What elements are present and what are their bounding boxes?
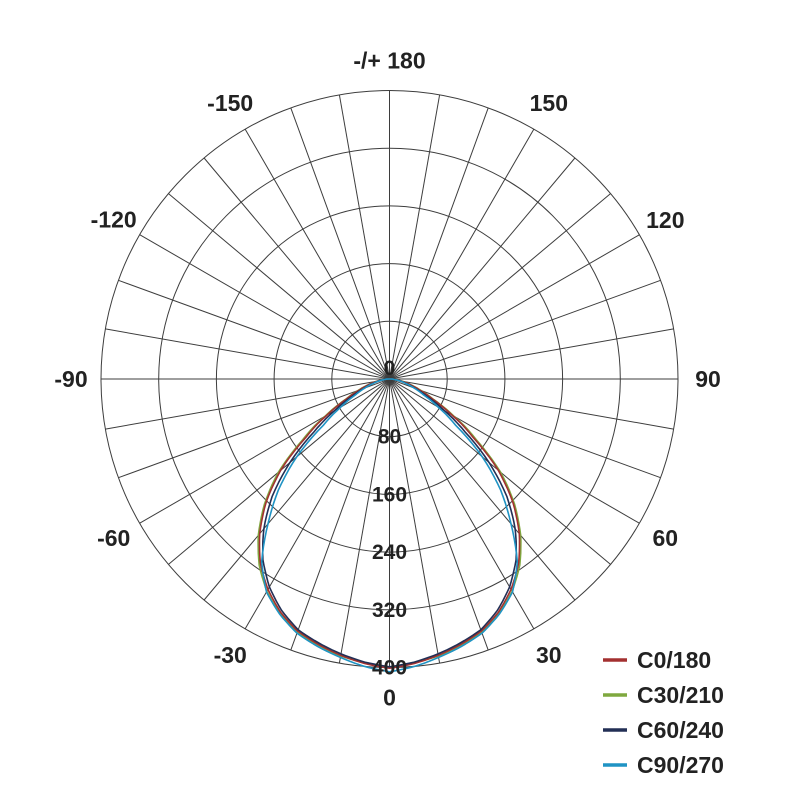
svg-text:C60/240: C60/240 [637,717,724,743]
svg-text:150: 150 [530,90,568,116]
svg-text:90: 90 [695,366,721,392]
svg-text:C30/210: C30/210 [637,682,724,708]
svg-text:60: 60 [653,525,679,551]
svg-text:400: 400 [372,657,407,680]
svg-text:-120: -120 [91,207,137,233]
svg-text:C0/180: C0/180 [637,647,711,673]
svg-text:-30: -30 [214,642,247,668]
svg-text:-150: -150 [207,90,253,116]
svg-text:120: 120 [646,207,684,233]
svg-text:-90: -90 [54,366,87,392]
svg-text:160: 160 [372,483,407,506]
svg-text:-/+ 180: -/+ 180 [353,48,425,74]
svg-text:0: 0 [383,685,396,711]
svg-text:C90/270: C90/270 [637,752,724,778]
svg-text:0: 0 [384,357,396,380]
svg-text:-60: -60 [97,525,130,551]
svg-text:320: 320 [372,599,407,622]
svg-text:240: 240 [372,541,407,564]
svg-text:30: 30 [536,642,562,668]
svg-text:80: 80 [378,426,401,449]
